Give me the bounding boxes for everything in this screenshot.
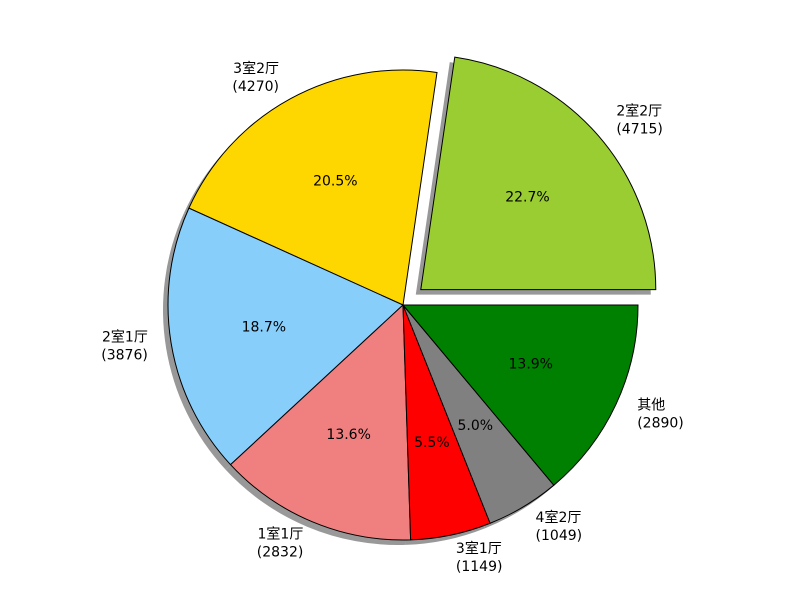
slice: [420, 56, 657, 291]
category-label: 4室2厅: [536, 509, 582, 526]
value-label: (1049): [536, 528, 583, 544]
percent-label: 18.7%: [242, 320, 286, 336]
category-label: 3室1厅: [456, 540, 502, 557]
value-label: (4715): [616, 122, 663, 138]
category-label: 3室2厅: [233, 60, 279, 77]
percent-label: 20.5%: [313, 173, 357, 189]
category-label: 2室2厅: [616, 103, 662, 120]
value-label: (4270): [232, 79, 279, 95]
slice: [229, 303, 412, 541]
category-label: 1室1厅: [258, 526, 304, 543]
category-label: 2室1厅: [102, 328, 148, 345]
slice: [401, 304, 639, 486]
percent-label: 13.9%: [509, 357, 553, 373]
percent-label: 5.0%: [458, 418, 494, 434]
slice: [167, 207, 404, 466]
value-label: (2890): [637, 415, 684, 431]
percent-label: 13.6%: [326, 427, 370, 443]
category-label: 其他: [637, 397, 665, 413]
percent-label: 22.7%: [505, 189, 549, 205]
value-label: (3876): [101, 347, 148, 363]
value-label: (1149): [456, 559, 503, 575]
slice: [188, 69, 438, 306]
percent-label: 5.5%: [414, 435, 450, 451]
value-label: (2832): [257, 545, 304, 561]
